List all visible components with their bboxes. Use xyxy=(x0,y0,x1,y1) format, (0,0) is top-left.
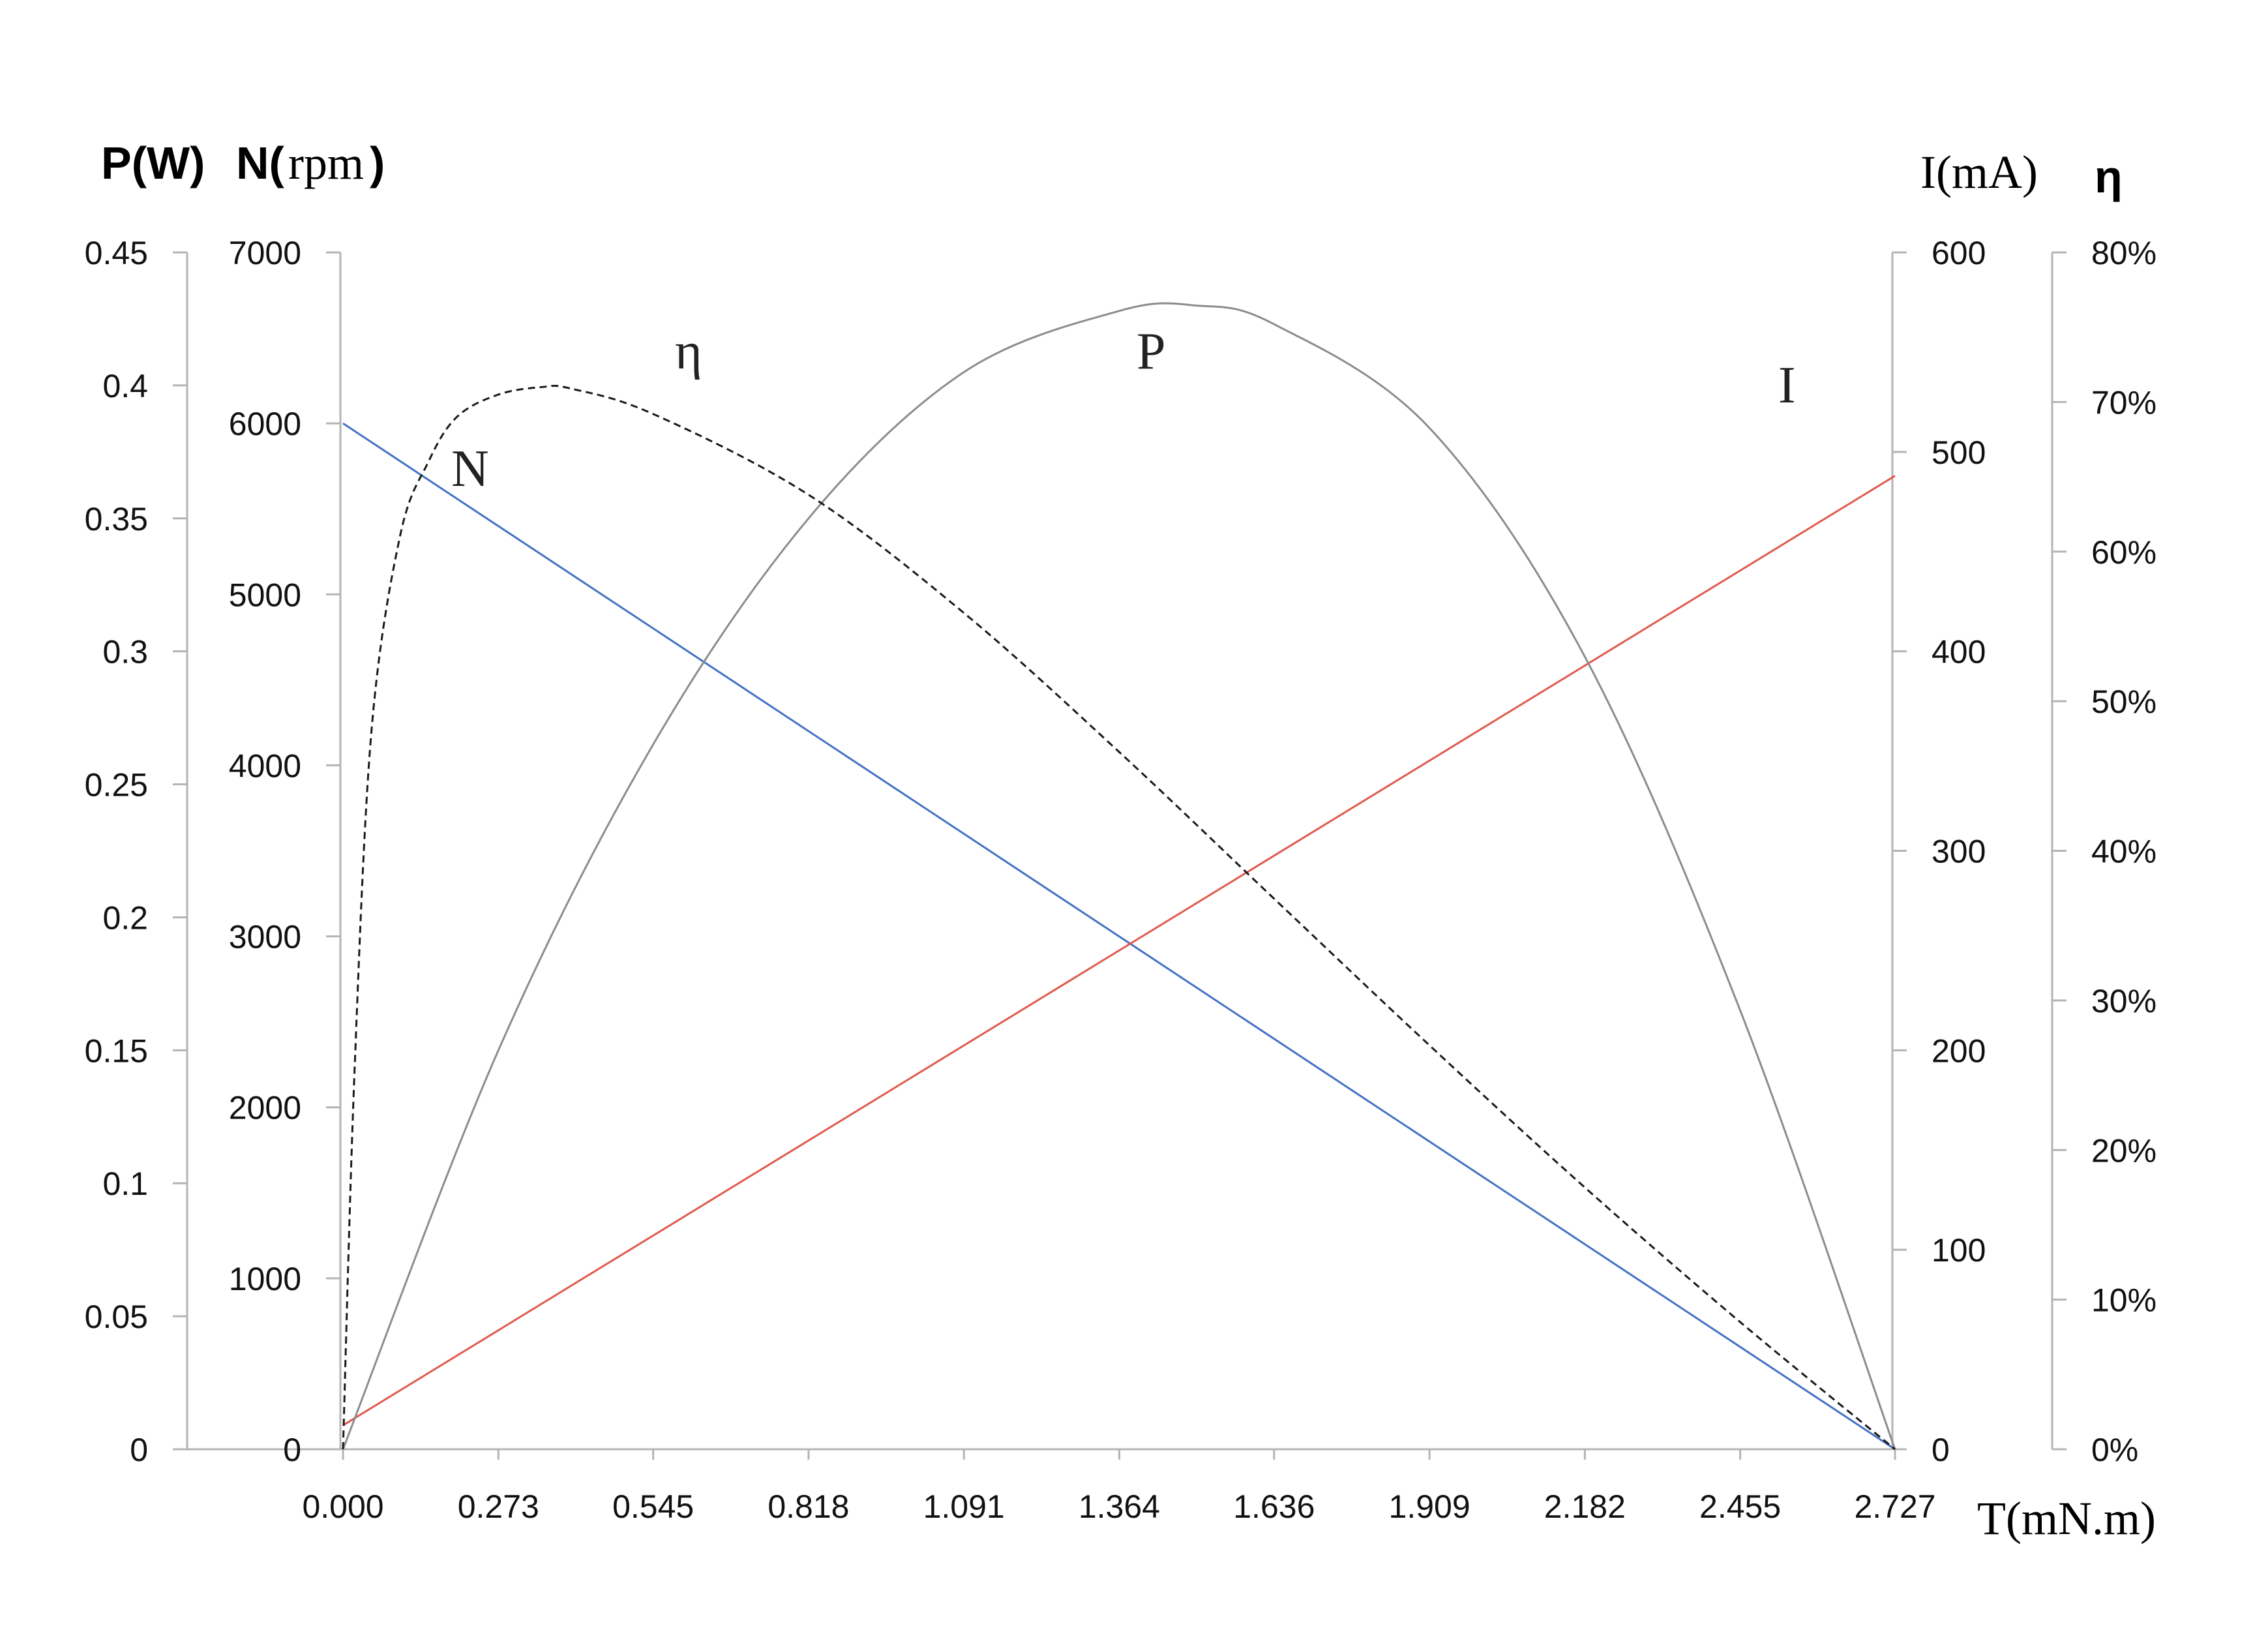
x-tick-label-0-273: 0.273 xyxy=(458,1488,539,1525)
p-axis-title: P(W) xyxy=(101,138,205,188)
i-tick-label-500: 500 xyxy=(1932,434,1986,471)
i-tick-label-400: 400 xyxy=(1932,634,1986,670)
eta-tick-label-70: 70% xyxy=(2091,384,2156,421)
eta-tick-label-40: 40% xyxy=(2091,834,2156,870)
p-tick-label-0-4: 0.4 xyxy=(102,368,148,404)
eta-tick-label-30: 30% xyxy=(2091,983,2156,1019)
eta-tick-label-80: 80% xyxy=(2091,235,2156,271)
n-axis-title-unit: rpm xyxy=(288,137,364,189)
p-tick-label-0-15: 0.15 xyxy=(85,1032,148,1069)
n-tick-label-1000: 1000 xyxy=(229,1261,301,1297)
x-tick-label-1-364: 1.364 xyxy=(1079,1488,1160,1525)
n-tick-label-5000: 5000 xyxy=(229,577,301,613)
n-tick-label-2000: 2000 xyxy=(229,1090,301,1126)
p-tick-label-0-25: 0.25 xyxy=(85,767,148,804)
n-tick-label-4000: 4000 xyxy=(229,747,301,784)
x-axis-title: T(mN.m) xyxy=(1977,1492,2156,1544)
i-tick-label-200: 200 xyxy=(1932,1032,1986,1069)
series-eta-line xyxy=(342,384,1896,1451)
x-tick-label-1-091: 1.091 xyxy=(923,1488,1005,1525)
n-tick-label-0: 0 xyxy=(283,1432,301,1468)
series-n-line xyxy=(342,422,1896,1451)
p-tick-label-0-2: 0.2 xyxy=(102,899,148,936)
i-tick-label-0: 0 xyxy=(1932,1432,1950,1468)
eta-tick-label-60: 60% xyxy=(2091,534,2156,571)
n-tick-label-7000: 7000 xyxy=(229,235,301,271)
series-i-line xyxy=(342,475,1896,1426)
x-tick-label-2-182: 2.182 xyxy=(1544,1488,1626,1525)
eta-tick-label-20: 20% xyxy=(2091,1132,2156,1169)
curve-label-p: P xyxy=(1137,323,1166,380)
p-tick-label-0-05: 0.05 xyxy=(85,1299,148,1335)
eta-tick-label-10: 10% xyxy=(2091,1282,2156,1319)
x-tick-label-0-000: 0.000 xyxy=(302,1488,383,1525)
i-tick-label-600: 600 xyxy=(1932,235,1986,271)
labels-layer: P(W) N( rpm ) I(mA) η T(mN.m) N η P I xyxy=(101,137,2156,1544)
x-tick-label-1-909: 1.909 xyxy=(1389,1488,1470,1525)
curve-label-eta: η xyxy=(675,323,702,380)
p-tick-label-0: 0 xyxy=(130,1432,148,1468)
p-tick-label-0-1: 0.1 xyxy=(102,1166,148,1202)
x-tick-label-1-636: 1.636 xyxy=(1233,1488,1315,1525)
curve-label-i: I xyxy=(1778,357,1796,414)
x-tick-label-2-455: 2.455 xyxy=(1699,1488,1781,1525)
eta-axis-title: η xyxy=(2095,151,2123,202)
p-tick-label-0-3: 0.3 xyxy=(102,634,148,670)
i-axis-title: I(mA) xyxy=(1920,146,2038,198)
eta-tick-label-0: 0% xyxy=(2091,1432,2138,1468)
p-tick-label-0-45: 0.45 xyxy=(85,235,148,271)
x-tick-label-2-727: 2.727 xyxy=(1854,1488,1935,1525)
n-tick-label-3000: 3000 xyxy=(229,919,301,956)
curve-label-n: N xyxy=(451,440,489,498)
x-tick-label-0-545: 0.545 xyxy=(612,1488,694,1525)
i-tick-label-100: 100 xyxy=(1932,1232,1986,1269)
n-axis-title-suffix: ) xyxy=(370,138,385,188)
p-tick-label-0-35: 0.35 xyxy=(85,501,148,537)
n-axis-title-prefix: N( xyxy=(236,138,285,188)
eta-tick-label-50: 50% xyxy=(2091,684,2156,720)
series-p-line xyxy=(342,302,1896,1450)
n-tick-label-6000: 6000 xyxy=(229,406,301,442)
axes-layer: 0.000 0.273 0.545 0.818 1.091 1.364 1.636 1.909… xyxy=(85,235,2156,1525)
x-tick-label-0-818: 0.818 xyxy=(768,1488,849,1525)
i-tick-label-300: 300 xyxy=(1932,834,1986,870)
curves-layer xyxy=(342,302,1896,1451)
